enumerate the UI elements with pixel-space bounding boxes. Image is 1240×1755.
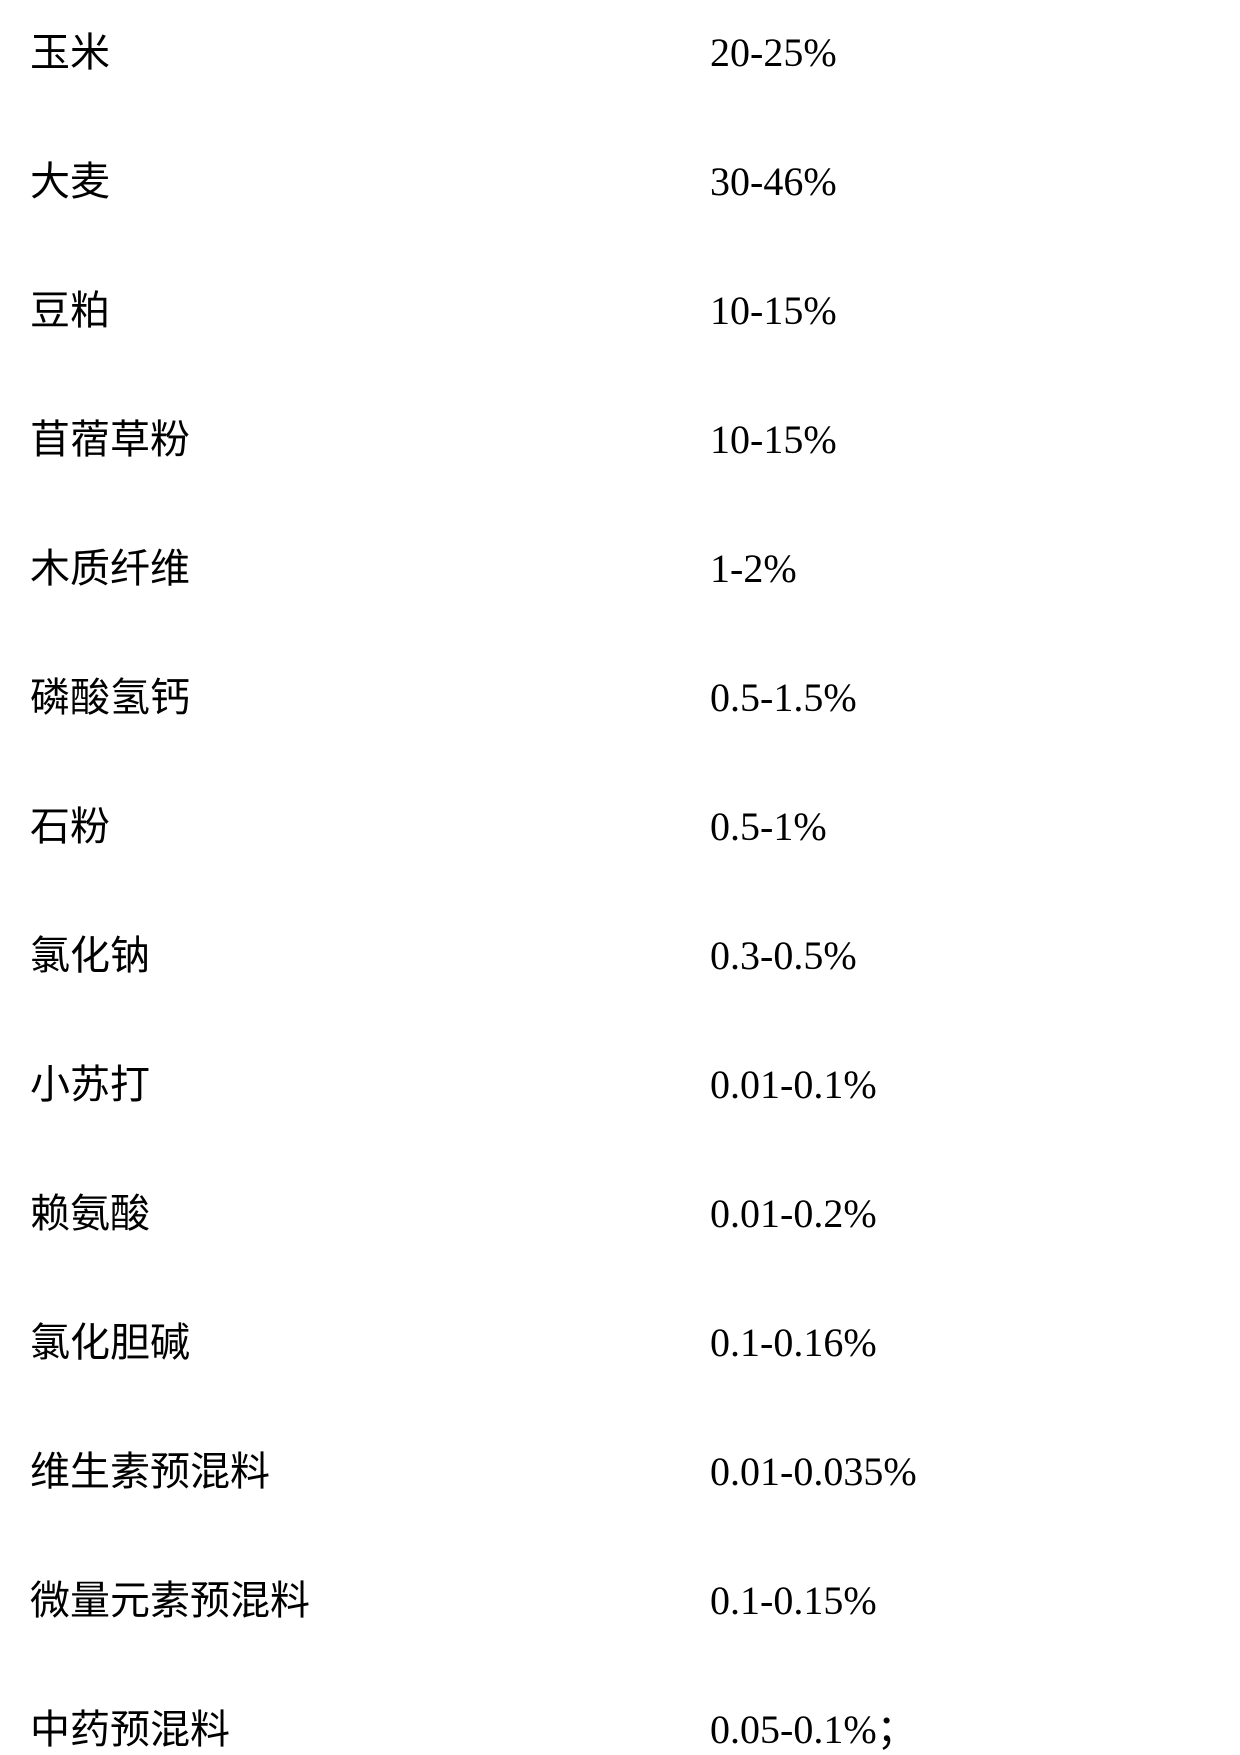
ingredient-row: 木质纤维 1-2%: [30, 536, 1210, 594]
ingredient-name: 氯化胆碱: [30, 1310, 710, 1368]
ingredient-value: 0.01-0.2%: [710, 1190, 877, 1237]
ingredient-value: 0.01-0.035%: [710, 1448, 917, 1495]
ingredient-name: 小苏打: [30, 1052, 710, 1110]
ingredient-row: 氯化钠 0.3-0.5%: [30, 923, 1210, 981]
ingredient-row: 中药预混料 0.05-0.1%；: [30, 1697, 1210, 1755]
ingredient-value: 0.3-0.5%: [710, 932, 857, 979]
ingredient-value: 0.05-0.1%；: [710, 1697, 917, 1755]
ingredient-row: 维生素预混料 0.01-0.035%: [30, 1439, 1210, 1497]
ingredient-value: 0.5-1%: [710, 803, 827, 850]
ingredient-name: 石粉: [30, 794, 710, 852]
ingredient-name: 豆粕: [30, 278, 710, 336]
ingredient-value: 0.1-0.16%: [710, 1319, 877, 1366]
ingredient-name: 氯化钠: [30, 923, 710, 981]
ingredient-row: 磷酸氢钙 0.5-1.5%: [30, 665, 1210, 723]
ingredient-name: 维生素预混料: [30, 1439, 710, 1497]
ingredient-row: 大麦 30-46%: [30, 149, 1210, 207]
ingredient-value: 30-46%: [710, 158, 837, 205]
ingredient-value: 10-15%: [710, 287, 837, 334]
ingredient-value: 0.1-0.15%: [710, 1577, 877, 1624]
ingredient-value: 10-15%: [710, 416, 837, 463]
ingredient-row: 赖氨酸 0.01-0.2%: [30, 1181, 1210, 1239]
ingredient-name: 苜蓿草粉: [30, 407, 710, 465]
ingredient-name: 木质纤维: [30, 536, 710, 594]
ingredient-name: 磷酸氢钙: [30, 665, 710, 723]
ingredient-name: 大麦: [30, 149, 710, 207]
ingredient-row: 小苏打 0.01-0.1%: [30, 1052, 1210, 1110]
ingredient-value: 1-2%: [710, 545, 797, 592]
ingredient-row: 玉米 20-25%: [30, 20, 1210, 78]
ingredient-row: 苜蓿草粉 10-15%: [30, 407, 1210, 465]
ingredient-row: 石粉 0.5-1%: [30, 794, 1210, 852]
ingredient-value: 0.5-1.5%: [710, 674, 857, 721]
ingredient-list: 玉米 20-25% 大麦 30-46% 豆粕 10-15% 苜蓿草粉 10-15…: [30, 20, 1210, 1755]
ingredient-name: 中药预混料: [30, 1697, 710, 1755]
ingredient-name: 微量元素预混料: [30, 1568, 710, 1626]
ingredient-row: 豆粕 10-15%: [30, 278, 1210, 336]
ingredient-row: 微量元素预混料 0.1-0.15%: [30, 1568, 1210, 1626]
ingredient-name: 玉米: [30, 20, 710, 78]
ingredient-value: 20-25%: [710, 29, 837, 76]
ingredient-name: 赖氨酸: [30, 1181, 710, 1239]
ingredient-row: 氯化胆碱 0.1-0.16%: [30, 1310, 1210, 1368]
ingredient-value: 0.01-0.1%: [710, 1061, 877, 1108]
